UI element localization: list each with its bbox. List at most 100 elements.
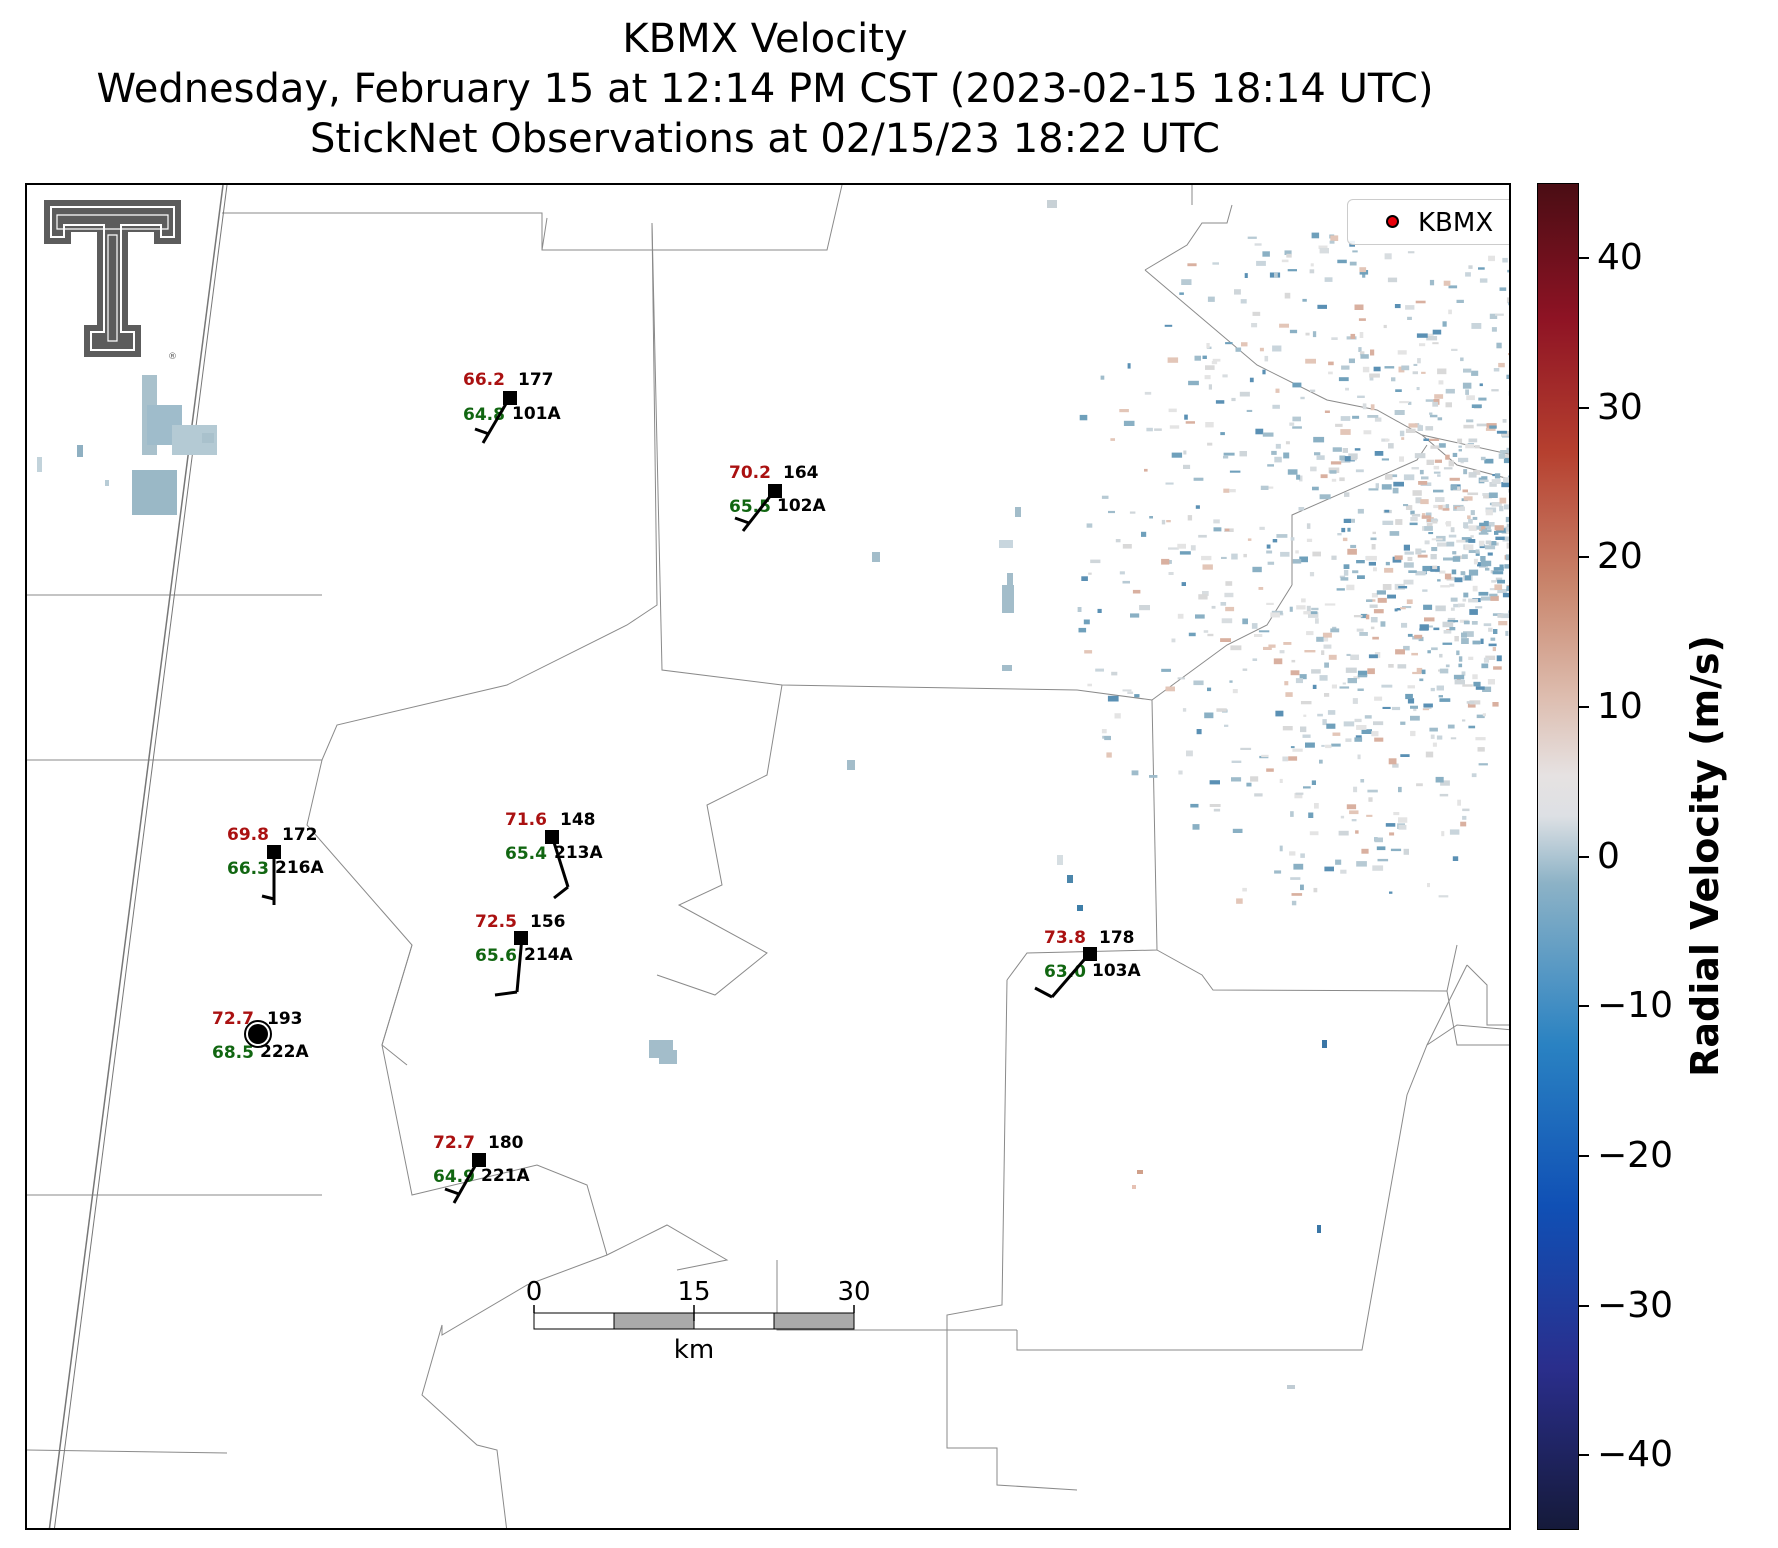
radar-gate — [1473, 558, 1478, 565]
station-222A[interactable]: 72.7 193 68.5 222A — [212, 1009, 309, 1063]
radar-gate — [1252, 566, 1262, 573]
radar-gate — [1426, 523, 1433, 527]
radar-gate — [1497, 613, 1504, 618]
radar-gate — [1258, 630, 1270, 633]
radar-gate — [1095, 668, 1104, 672]
station-214A[interactable]: 72.5 156 65.6 214A — [475, 912, 573, 997]
radar-gate — [1465, 272, 1471, 277]
radar-gate — [1324, 410, 1330, 413]
radar-gate — [1403, 562, 1414, 568]
radar-gate — [1450, 737, 1457, 740]
radar-gate — [1284, 292, 1291, 299]
radar-gate — [1254, 243, 1262, 246]
radar-gate — [1374, 837, 1383, 843]
radar-gate — [1343, 518, 1351, 523]
radar-gate — [1415, 572, 1426, 576]
radar-gate — [1448, 534, 1457, 538]
radar-gate — [1389, 474, 1398, 478]
radar-gate — [1322, 719, 1327, 726]
radar-gate — [1292, 748, 1303, 752]
radar-gate — [1266, 602, 1274, 605]
radar-gate — [1292, 416, 1301, 422]
radar-gate — [1303, 786, 1311, 789]
radar-gate — [1448, 285, 1458, 289]
radar-gate — [1289, 422, 1295, 426]
station-dewpoint: 68.5 — [212, 1043, 254, 1063]
radar-gate — [1493, 567, 1504, 571]
radar-gate — [1457, 603, 1465, 607]
radar-gate — [1311, 780, 1316, 785]
station-id: 102A — [777, 496, 826, 516]
radar-gate — [1506, 447, 1509, 454]
radar-gate — [1398, 824, 1407, 830]
radar-gate — [1209, 780, 1220, 785]
radar-gate — [1403, 645, 1410, 651]
radar-gate — [1440, 585, 1450, 588]
radar-gate — [1412, 371, 1418, 375]
radar-gate — [1463, 620, 1470, 625]
station-marker — [768, 484, 782, 498]
radar-gate — [1499, 505, 1504, 512]
radar-gate — [1445, 454, 1450, 460]
station-221A[interactable]: 72.7 180 64.9 221A — [433, 1133, 530, 1204]
station-103A[interactable]: 73.8 178 63.0 103A — [1034, 928, 1141, 999]
station-dewpoint: 65.4 — [505, 844, 547, 864]
radar-gate — [1422, 589, 1428, 592]
radar-gate — [1324, 866, 1334, 872]
radar-gate — [1299, 674, 1307, 680]
station-216A[interactable]: 69.8 172 66.3 216A — [227, 825, 324, 905]
radar-gate — [1456, 539, 1466, 543]
radar-gate — [1340, 577, 1349, 581]
radar-gate — [1496, 430, 1507, 434]
radar-gate — [1287, 469, 1298, 475]
radar-gate — [1266, 544, 1271, 549]
radar-gate — [1437, 579, 1441, 582]
radar-gate — [1475, 737, 1486, 741]
radar-gate — [1432, 742, 1437, 747]
radar-gate — [1395, 649, 1405, 655]
radar-gate — [1211, 361, 1218, 365]
station-102A[interactable]: 70.2 164 65.5 102A — [729, 463, 826, 532]
radar-gate — [1508, 488, 1509, 493]
radar-gate — [1476, 525, 1482, 530]
radar-gate — [1468, 539, 1476, 543]
radar-gate — [1409, 522, 1418, 526]
radar-gate — [1394, 410, 1405, 415]
radar-gate — [1395, 519, 1403, 525]
radar-gate — [1341, 365, 1350, 370]
radar-gate — [1306, 611, 1318, 615]
station-213A[interactable]: 71.6 148 65.4 213A — [505, 810, 603, 900]
radar-gate — [1505, 527, 1509, 532]
radar-gate — [1347, 678, 1357, 684]
radar-gate — [1309, 269, 1315, 274]
scale-unit: km — [674, 1335, 714, 1365]
radar-gate — [1205, 365, 1215, 370]
radar-gate — [1466, 701, 1475, 704]
radar-gate — [1392, 763, 1399, 768]
radar-gate — [1339, 477, 1345, 482]
map-panel[interactable]: ® 66.2 177 64.8 101A 70.2 164 65.5 102A — [25, 183, 1511, 1530]
radar-gate — [1434, 394, 1444, 399]
radar-gate — [1503, 457, 1509, 464]
radar-gate — [1279, 650, 1285, 654]
map-canvas[interactable]: ® 66.2 177 64.8 101A 70.2 164 65.5 102A — [27, 185, 1511, 1530]
radar-gate — [1441, 504, 1447, 511]
radar-gate — [1347, 527, 1351, 532]
radar-gate — [1252, 311, 1261, 316]
radar-gate — [1296, 474, 1301, 480]
station-101A[interactable]: 66.2 177 64.8 101A — [463, 370, 561, 444]
radar-gate — [1425, 399, 1436, 402]
radar-gate — [1407, 251, 1415, 254]
radar-gate — [1254, 793, 1263, 797]
radar-gate — [1104, 736, 1111, 741]
wind-barb — [494, 936, 524, 997]
radar-gate — [1377, 858, 1389, 862]
radar-gate — [1406, 599, 1413, 604]
radar-gate — [1495, 577, 1503, 582]
radar-gate — [1088, 572, 1092, 575]
radar-gate — [1262, 432, 1274, 437]
radar-gate — [1451, 569, 1457, 575]
radar-gate — [1429, 727, 1438, 732]
radar-gate — [1284, 250, 1292, 255]
colorbar-tick-label: 30 — [1597, 386, 1643, 428]
